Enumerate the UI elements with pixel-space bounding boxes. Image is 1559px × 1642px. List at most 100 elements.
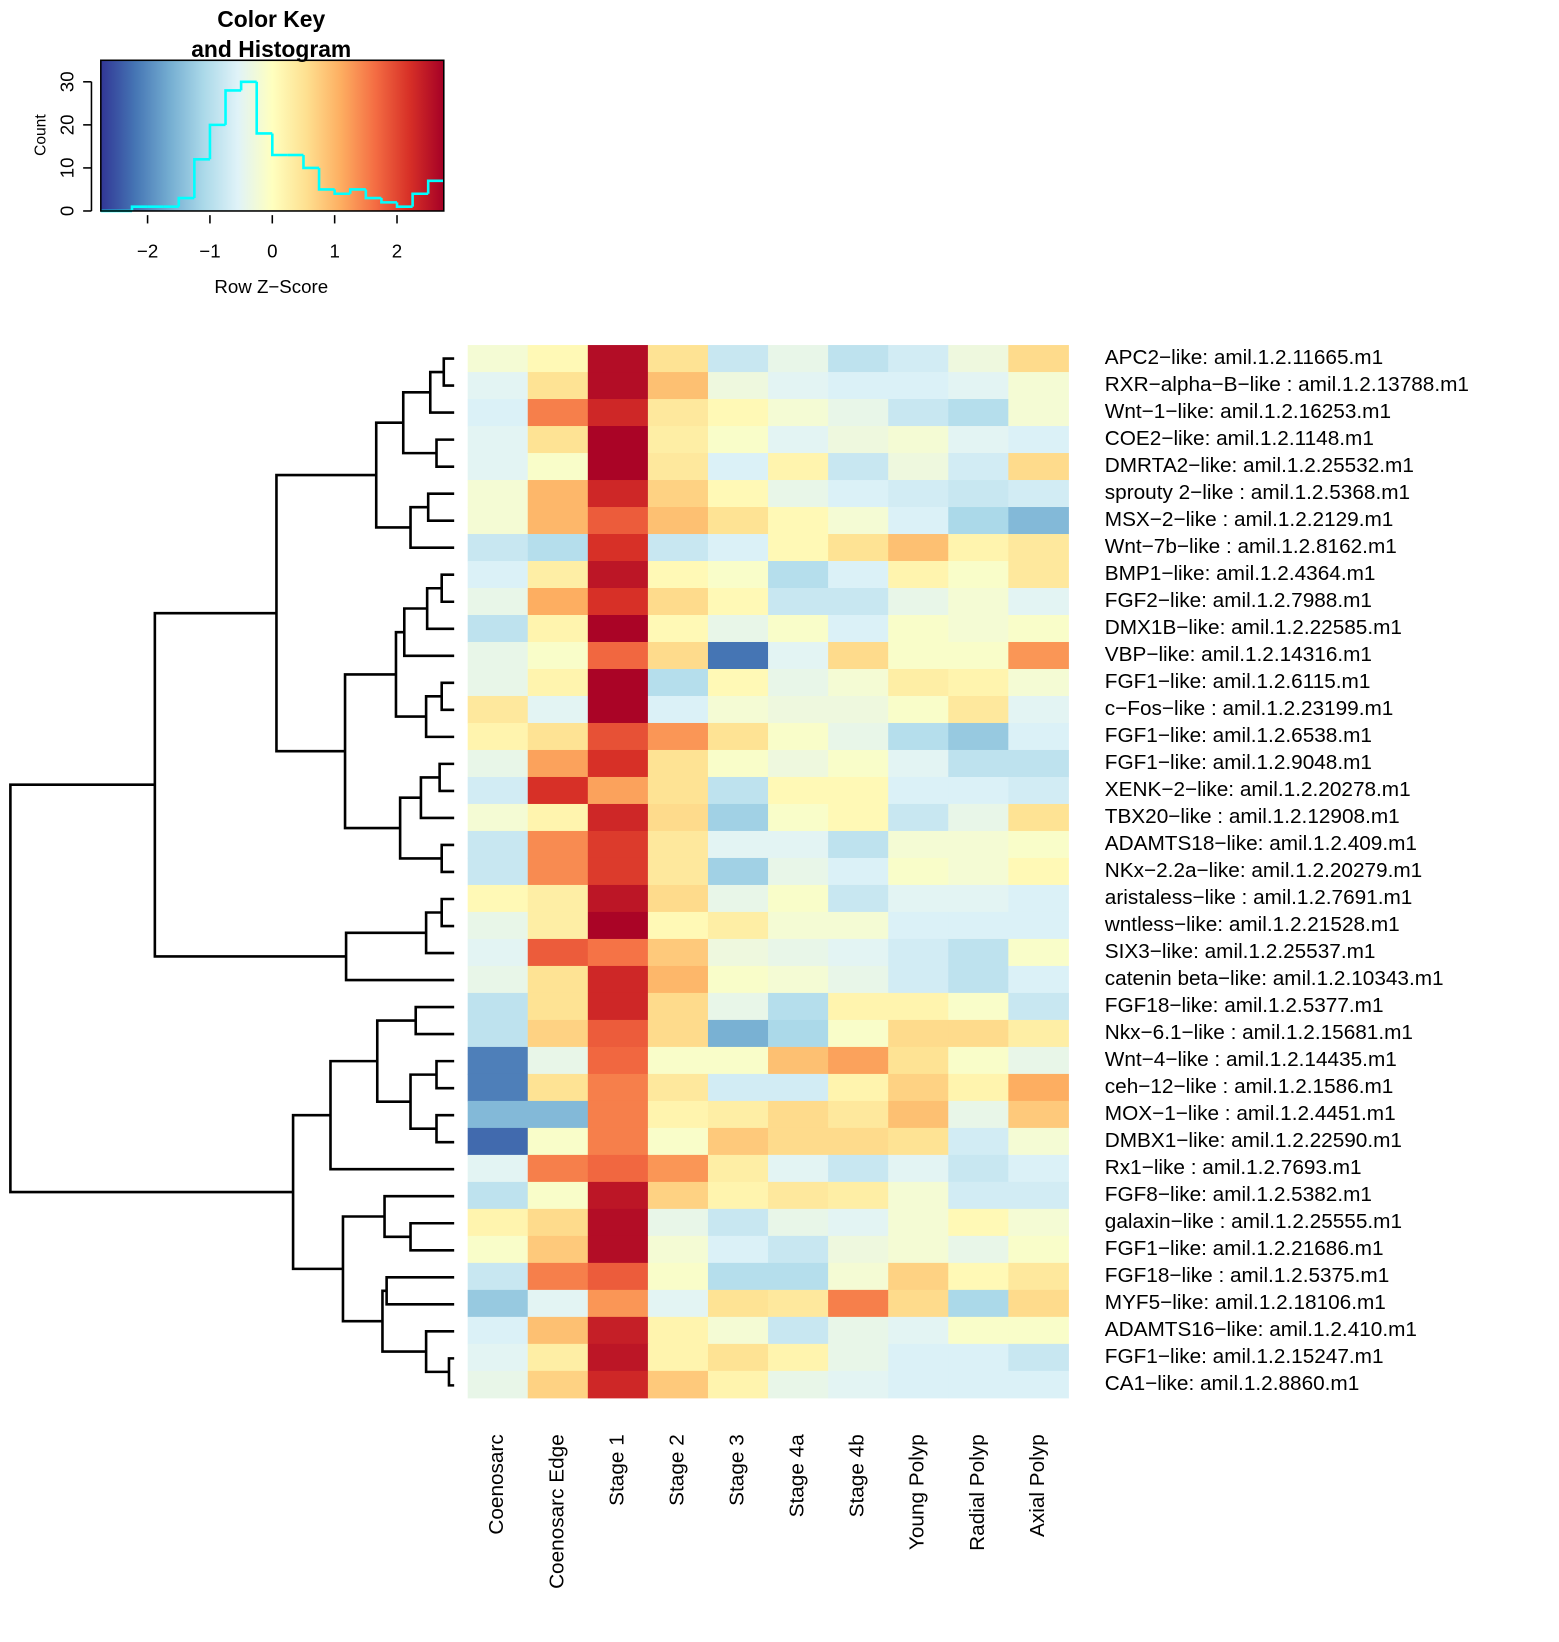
x-axis-label: Row Z−Score [214, 276, 328, 297]
heatmap-cell [467, 507, 529, 535]
heatmap-cell [1008, 372, 1069, 400]
row-label: COE2−like: amil.1.2.1148.m1 [1105, 427, 1374, 450]
heatmap-cell [527, 830, 589, 859]
heatmap-cell [1008, 1019, 1069, 1048]
heatmap-cell [888, 965, 949, 994]
heatmap-cell [768, 561, 829, 589]
heatmap-cell [948, 776, 1009, 805]
heatmap-cell [707, 938, 769, 967]
heatmap-cell [768, 938, 829, 967]
heatmap-cell [888, 938, 949, 967]
heatmap-cell [467, 399, 529, 427]
heatmap-cell [707, 1154, 769, 1183]
heatmap-cell [1008, 911, 1069, 940]
row-label: Nkx−6.1−like : amil.1.2.15681.m1 [1105, 1021, 1413, 1044]
heatmap-cell [707, 1100, 769, 1129]
heatmap-cell [647, 1316, 709, 1345]
heatmap-cell [888, 1127, 949, 1156]
heatmap-cell [647, 749, 709, 778]
heatmap-cell [948, 345, 1009, 373]
heatmap-cell [768, 803, 829, 832]
heatmap-cell [828, 749, 889, 778]
heatmap-cell [828, 1289, 889, 1318]
heatmap-cell [467, 911, 529, 940]
row-label: MYF5−like: amil.1.2.18106.m1 [1105, 1291, 1386, 1314]
heatmap-cell [1008, 992, 1069, 1021]
heatmap-cell [888, 1073, 949, 1102]
heatmap-cell [707, 1343, 769, 1372]
heatmap-cell [888, 588, 949, 616]
y-tick-label: 20 [57, 114, 78, 135]
heatmap-cell [587, 1289, 649, 1318]
heatmap-cell [888, 1343, 949, 1372]
histogram-step [302, 155, 320, 170]
heatmap-cell [707, 614, 769, 643]
heatmap-cell [587, 426, 649, 454]
heatmap-cell [1008, 641, 1069, 670]
heatmap-cell [527, 1235, 589, 1264]
heatmap-cell [587, 1046, 649, 1075]
heatmap-cell [888, 614, 949, 643]
heatmap-cell [647, 911, 709, 940]
heatmap-cell [707, 372, 769, 400]
heatmap-cell [768, 776, 829, 805]
heatmap-cell [587, 1235, 649, 1264]
heatmap-cell [768, 1154, 829, 1183]
histogram-step [317, 167, 335, 191]
heatmap-cell [527, 1046, 589, 1075]
heatmap-cell [467, 1370, 529, 1399]
heatmap-cell [1008, 1343, 1069, 1372]
heatmap-cell [888, 1316, 949, 1345]
row-label: APC2−like: amil.1.2.11665.m1 [1105, 346, 1383, 369]
heatmap-cell [467, 1154, 529, 1183]
y-axis-label: Count [33, 114, 50, 156]
heatmap-cell [647, 695, 709, 724]
heatmap-cell [527, 1370, 589, 1399]
heatmap-cell [707, 1370, 769, 1399]
heatmap-cell [948, 722, 1009, 751]
histogram-step [395, 202, 413, 208]
heatmap-cell [587, 1154, 649, 1183]
heatmap-cell [467, 561, 529, 589]
heatmap-cell [647, 965, 709, 994]
heatmap-cell [587, 749, 649, 778]
key-frame [100, 59, 445, 212]
heatmap-cell [647, 857, 709, 886]
column-label: Stage 3 [725, 1434, 748, 1506]
heatmap-cell [828, 965, 889, 994]
heatmap-cell [587, 884, 649, 913]
heatmap-cell [888, 480, 949, 508]
heatmap-cell [948, 426, 1009, 454]
heatmap-cell [1008, 749, 1069, 778]
heatmap-cell [467, 1046, 529, 1075]
heatmap-cell [467, 965, 529, 994]
heatmap-cell [768, 1181, 829, 1210]
heatmap-cell [647, 426, 709, 454]
heatmap-cell [828, 453, 889, 481]
heatmap-cell [647, 776, 709, 805]
column-label: Stage 4a [786, 1434, 809, 1518]
heatmap-cell [587, 480, 649, 508]
heatmap-cell [948, 749, 1009, 778]
row-label: FGF1−like: amil.1.2.6538.m1 [1105, 724, 1372, 747]
row-label: XENK−2−like: amil.1.2.20278.m1 [1105, 778, 1411, 801]
heatmap-cell [768, 668, 829, 697]
heatmap-cell [948, 911, 1009, 940]
histogram-step [380, 198, 398, 204]
heatmap-cell [587, 1127, 649, 1156]
heatmap-cell [587, 695, 649, 724]
dendrogram [9, 357, 455, 1387]
row-label: Wnt−4−like : amil.1.2.14435.m1 [1105, 1048, 1397, 1071]
row-label: c−Fos−like : amil.1.2.23199.m1 [1105, 697, 1394, 720]
heatmap-cell [768, 534, 829, 562]
heatmap-cell [707, 668, 769, 697]
heatmap-cell [828, 695, 889, 724]
heatmap-cell [707, 1262, 769, 1291]
heatmap-cell [527, 426, 589, 454]
heatmap-cell [707, 588, 769, 616]
row-label: FGF1−like: amil.1.2.6115.m1 [1105, 670, 1371, 693]
heatmap-cell [768, 1343, 829, 1372]
heatmap-cell [707, 776, 769, 805]
heatmap-cell [587, 614, 649, 643]
heatmap-cell [587, 992, 649, 1021]
